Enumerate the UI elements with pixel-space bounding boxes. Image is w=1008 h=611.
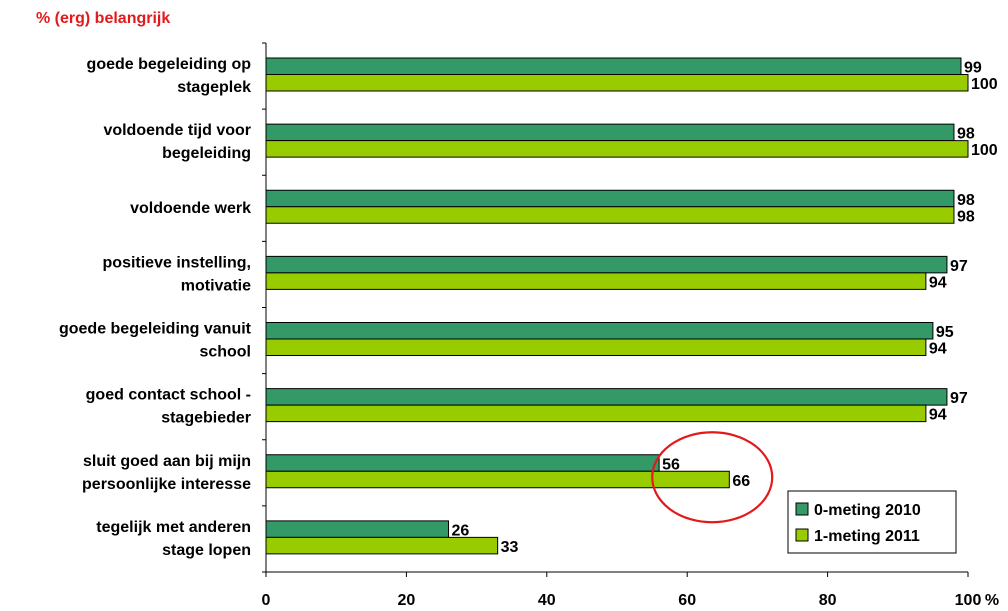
bar-series2 [265, 536, 499, 555]
data-label: 97 [950, 390, 968, 407]
data-label: 98 [957, 208, 975, 225]
data-label: 97 [950, 258, 968, 275]
data-label: 33 [501, 539, 519, 556]
bar-series1 [265, 255, 948, 274]
legend: 0-meting 2010 1-meting 2011 [787, 490, 957, 554]
category-label: goede begeleiding vanuit [59, 321, 252, 338]
data-label: 56 [662, 456, 680, 473]
legend-swatch [795, 528, 809, 542]
chart-title: % (erg) belangrijk [36, 10, 170, 27]
bar-series1 [265, 520, 450, 538]
bar-series1 [265, 388, 948, 406]
category-label: tegelijk met anderen [96, 519, 251, 536]
category-label: begeleiding [162, 145, 251, 162]
legend-label: 1-meting 2011 [814, 528, 920, 545]
legend-swatch [795, 502, 809, 516]
category-label: goede begeleiding op [87, 56, 252, 73]
bar-series2 [265, 404, 927, 423]
bar-series2 [265, 272, 927, 290]
category-label: stage lopen [162, 542, 251, 559]
data-label: 26 [452, 522, 470, 539]
category-label: stagebieder [161, 410, 251, 427]
plot-area: 0 20 40 60 80 100 % goede begeleiding op stagepl… [59, 42, 999, 609]
x-tick-label: 40 [538, 592, 556, 609]
x-tick-label: 100 [955, 592, 982, 609]
category-label: goed contact school - [86, 387, 251, 404]
x-tick-label: 0 [262, 592, 271, 609]
bar-series2 [265, 140, 969, 158]
category-label: stageplek [177, 79, 251, 96]
bar-series2 [265, 206, 955, 224]
bar-series2 [265, 338, 927, 356]
bar-series1 [265, 57, 962, 75]
category-label: positieve instelling, [103, 254, 251, 271]
category-label: voldoende tijd voor [103, 122, 251, 139]
bar-series2 [265, 74, 969, 92]
legend-box [787, 490, 957, 554]
bar-series2 [265, 470, 730, 489]
data-label: 100 [971, 142, 998, 159]
x-tick-label: 80 [819, 592, 837, 609]
category-label: school [199, 344, 251, 361]
x-tick-label: 20 [398, 592, 416, 609]
category-label: persoonlijke interesse [82, 476, 251, 493]
bar-series1 [265, 322, 934, 340]
data-label: 95 [936, 324, 954, 341]
bar-series1 [265, 123, 955, 142]
x-tick-label: 60 [678, 592, 696, 609]
legend-label: 0-meting 2010 [814, 502, 921, 519]
data-label: 94 [929, 341, 947, 358]
x-axis-unit: % [985, 592, 999, 609]
data-label: 99 [964, 60, 982, 77]
category-label: motivatie [181, 277, 251, 294]
highlight-ellipse [651, 431, 774, 524]
bar-series1 [265, 189, 955, 208]
data-label: 94 [929, 274, 947, 291]
category-label: sluit goed aan bij mijn [83, 453, 251, 470]
data-label: 94 [929, 407, 947, 424]
data-label: 98 [957, 126, 975, 143]
category-label: voldoende werk [130, 200, 251, 217]
bar-series1 [265, 454, 660, 472]
data-label: 66 [732, 473, 750, 490]
data-label: 98 [957, 192, 975, 209]
data-label: 100 [971, 76, 998, 93]
